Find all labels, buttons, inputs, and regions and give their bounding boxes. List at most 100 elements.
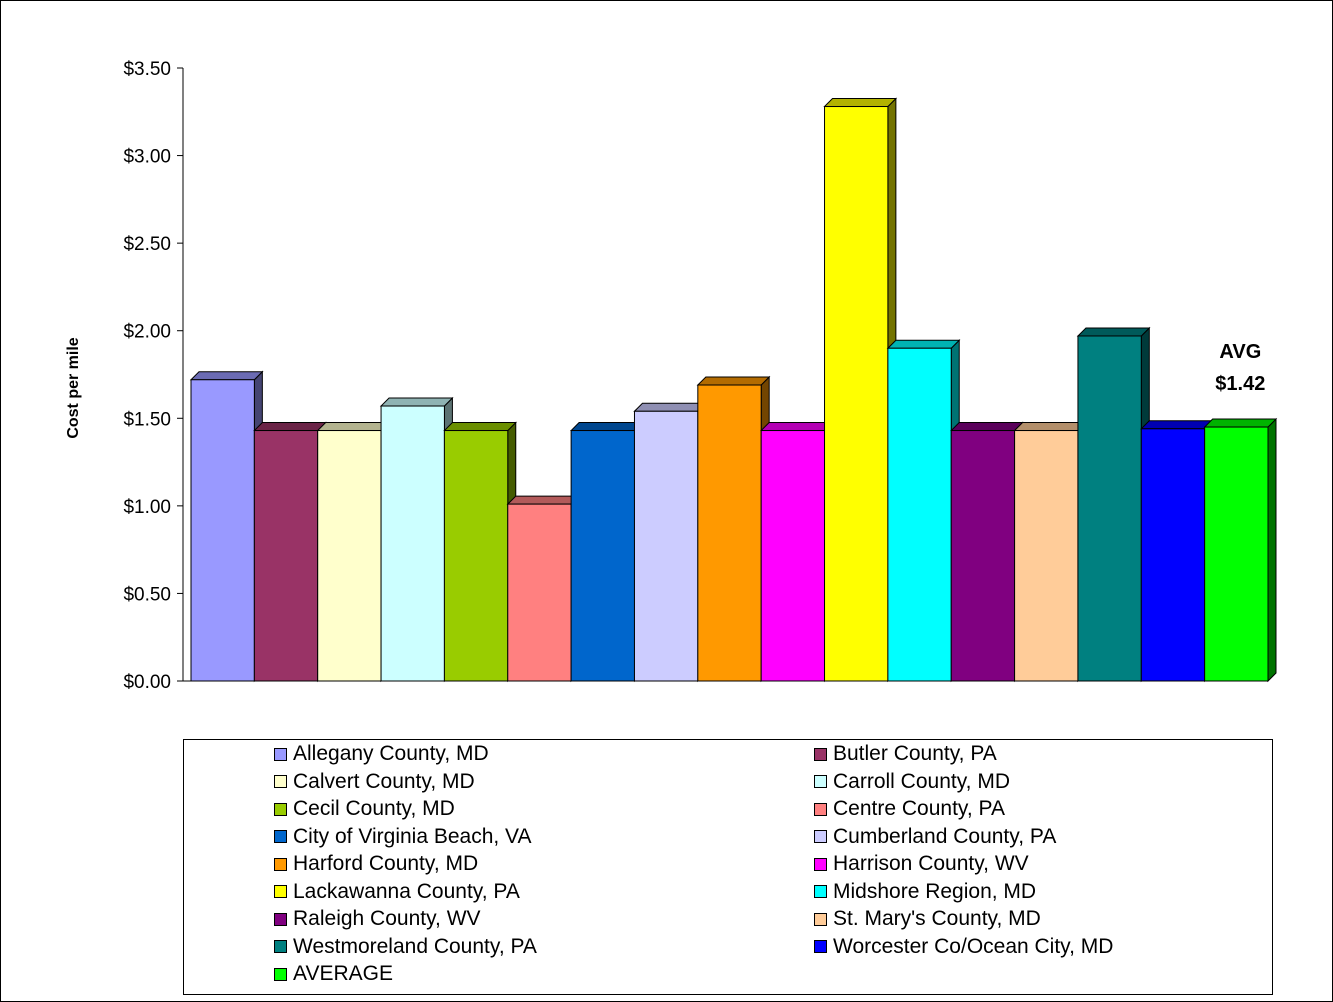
legend-label: Westmoreland County, PA [293, 934, 537, 958]
y-axis: $0.00 $0.50 $1.00 $1.50 $2.00 $2.50 $3.00 $3.50 [123, 59, 191, 693]
legend-item: Cumberland County, PA [814, 825, 1056, 849]
bar-city-of-virginia-beach-va [569, 421, 644, 683]
legend-item: Butler County, PA [814, 742, 997, 766]
bar-top [886, 339, 961, 349]
legend-swatch [274, 940, 287, 953]
legend-label: Allegany County, MD [293, 742, 489, 765]
legend-label: Harrison County, WV [833, 852, 1029, 875]
bar-midshore-region-md [886, 339, 961, 683]
bar-butler-county-pa [253, 421, 327, 683]
bar-top [633, 402, 708, 412]
legend-label: Raleigh County, WV [293, 907, 481, 930]
legend-item: Allegany County, MD [274, 742, 489, 766]
bar-front [697, 384, 762, 682]
y-tick-label: $3.00 [123, 147, 171, 168]
average-annotation-label: AVG [1219, 341, 1261, 363]
legend-label: Worcester Co/Ocean City, MD [833, 934, 1114, 958]
bar-worcester-co-ocean-city-md [1140, 419, 1214, 683]
legend-label: Cumberland County, PA [833, 824, 1057, 848]
y-tick-label: $0.50 [123, 584, 171, 605]
bar-harford-county-md [696, 375, 771, 683]
y-axis-title: Cost per mile [65, 337, 82, 438]
legend-swatch [814, 912, 827, 926]
bar-front [507, 503, 572, 682]
bar-harrison-county-wv [759, 421, 834, 683]
bar-front [380, 405, 445, 682]
legend-item: Carroll County, MD [814, 770, 1010, 794]
bar-top [189, 371, 264, 381]
bar-front [570, 430, 635, 682]
bar-front [190, 379, 255, 682]
bar-top [379, 397, 454, 407]
legend-label: Harford County, MD [293, 852, 479, 875]
y-tick-label: $0.00 [123, 672, 171, 693]
legend-item: Harrison County, WV [814, 852, 1029, 876]
bar-carroll-county-md [379, 396, 454, 683]
bar-front [950, 430, 1016, 682]
bar-front [1204, 426, 1269, 682]
y-tick-label: $1.00 [123, 497, 171, 518]
bar-top [1140, 420, 1214, 430]
legend-label: Cecil County, MD [293, 797, 455, 820]
bar-top [1013, 422, 1088, 432]
legend-label: Butler County, PA [833, 742, 997, 765]
legend-item: St. Mary's County, MD [814, 907, 1041, 931]
legend-swatch [274, 747, 287, 761]
bar-raleigh-county-wv [950, 421, 1024, 683]
legend-label: City of Virginia Beach, VA [293, 824, 532, 848]
bar-top [696, 376, 771, 386]
legend-swatch [814, 747, 827, 761]
legend-label: St. Mary's County, MD [833, 907, 1041, 930]
bar-cumberland-county-pa [633, 402, 708, 683]
legend-swatch [274, 775, 287, 788]
bar-front [824, 106, 889, 682]
legend: Allegany County, MD Butler County, PA Calv… [183, 739, 1273, 995]
legend-label: Carroll County, MD [833, 769, 1010, 793]
bar-cecil-county-md [443, 421, 517, 683]
bar-top [316, 422, 391, 432]
bar-westmoreland-county-pa [1076, 326, 1151, 683]
bar-front [1140, 428, 1206, 682]
bar-calvert-county-md [316, 421, 391, 683]
legend-swatch [814, 857, 827, 871]
legend-swatch [814, 885, 827, 898]
legend-label: Midshore Region, MD [833, 879, 1037, 903]
bar-lackawanna-county-pa [823, 97, 898, 683]
bar-average [1203, 417, 1278, 683]
y-tick-label: $2.00 [123, 322, 171, 343]
y-tick-label: $3.50 [123, 59, 171, 80]
legend-swatch [814, 802, 827, 816]
bar-front [253, 430, 319, 682]
legend-swatch [814, 830, 827, 843]
bar-front [1014, 430, 1079, 682]
legend-swatch [274, 885, 287, 898]
legend-item: Raleigh County, WV [274, 907, 481, 931]
legend-label: Lackawanna County, PA [293, 879, 520, 903]
bar-side [1267, 417, 1277, 683]
legend-label: Centre County, PA [833, 797, 1005, 820]
legend-swatch [814, 775, 827, 788]
legend-swatch [274, 802, 287, 816]
legend-item: City of Virginia Beach, VA [274, 825, 532, 849]
bar-centre-county-pa [506, 494, 581, 683]
legend-label: Calvert County, MD [293, 769, 475, 793]
bar-top [950, 422, 1024, 432]
legend-swatch [274, 830, 287, 843]
legend-label: AVERAGE [293, 962, 393, 985]
bar-front [317, 430, 382, 682]
y-tick-label: $2.50 [123, 234, 171, 255]
bar-front [633, 410, 699, 682]
legend-item: AVERAGE [274, 962, 393, 986]
bar-front [443, 430, 509, 682]
legend-item: Midshore Region, MD [814, 880, 1036, 904]
average-annotation-value: $1.42 [1215, 373, 1265, 395]
legend-item: Cecil County, MD [274, 797, 455, 821]
legend-item: Lackawanna County, PA [274, 880, 520, 904]
legend-swatch [274, 912, 287, 926]
legend-item: Harford County, MD [274, 852, 478, 876]
legend-swatch [274, 967, 287, 981]
bar-top [1076, 327, 1151, 337]
legend-item: Worcester Co/Ocean City, MD [814, 935, 1113, 959]
bar-top [253, 422, 327, 432]
